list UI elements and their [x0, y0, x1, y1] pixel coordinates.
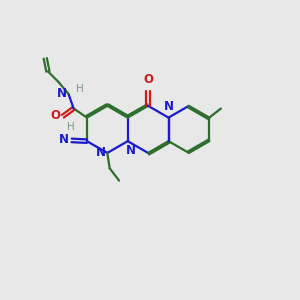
Text: N: N	[57, 87, 67, 100]
Text: H: H	[76, 84, 84, 94]
Text: O: O	[50, 109, 60, 122]
Text: O: O	[143, 74, 153, 86]
Text: N: N	[164, 100, 174, 112]
Text: N: N	[126, 143, 136, 157]
Text: N: N	[96, 146, 106, 159]
Text: N: N	[59, 133, 69, 146]
Text: H: H	[67, 122, 75, 132]
